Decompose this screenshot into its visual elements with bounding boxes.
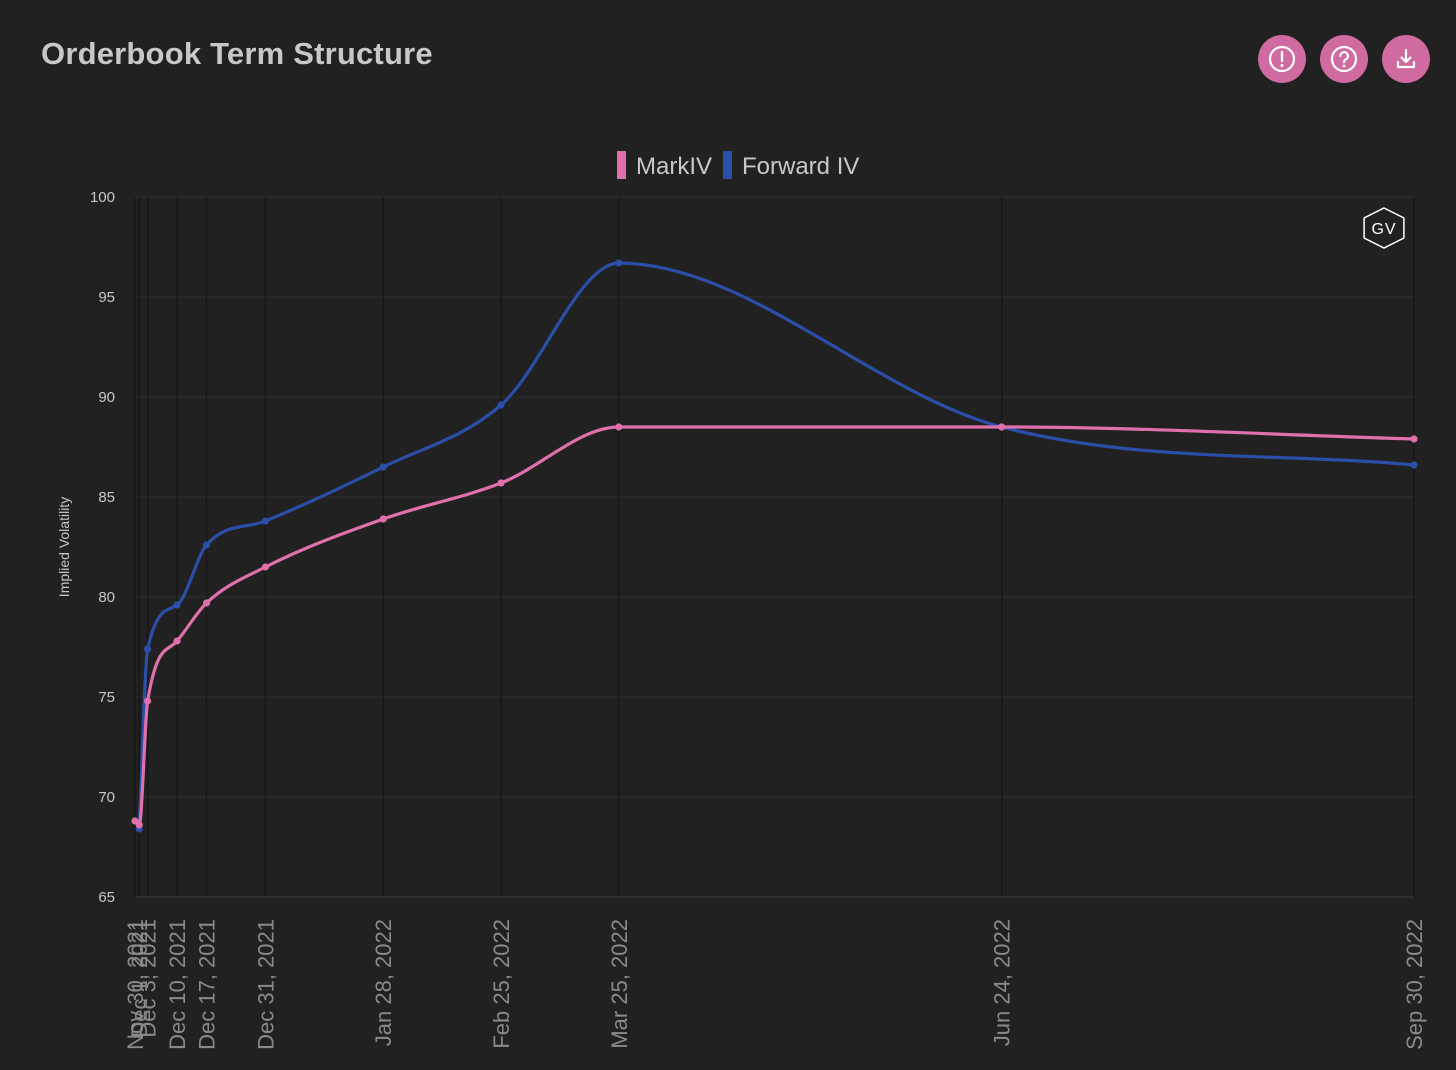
toolbar	[1258, 35, 1430, 83]
data-point-markiv[interactable]	[998, 423, 1006, 431]
download-icon	[1396, 48, 1416, 69]
data-point-markiv[interactable]	[615, 423, 623, 431]
y-tick-label: 90	[98, 389, 115, 406]
x-tick-label: Dec 1, 2021	[127, 919, 152, 1038]
alert-circle-icon	[1268, 45, 1296, 73]
help-circle-icon	[1330, 45, 1358, 73]
data-point-forward-iv[interactable]	[202, 541, 211, 549]
data-point-markiv[interactable]	[1410, 435, 1418, 443]
series-line-forward-iv	[137, 261, 1415, 830]
data-point-forward-iv[interactable]	[1410, 461, 1418, 469]
legend-swatch	[723, 151, 732, 179]
info-button[interactable]	[1258, 35, 1306, 83]
grid	[134, 196, 1415, 898]
legend-label[interactable]: Forward IV	[742, 153, 859, 180]
x-tick-label: Sep 30, 2022	[1402, 919, 1427, 1050]
y-tick-label: 85	[98, 489, 115, 506]
data-point-markiv[interactable]	[135, 821, 143, 829]
help-button[interactable]	[1320, 35, 1368, 83]
x-tick-label: Dec 17, 2021	[195, 919, 220, 1050]
y-tick-label: 65	[98, 889, 115, 906]
data-point-forward-iv[interactable]	[144, 645, 152, 653]
data-point-markiv[interactable]	[497, 479, 505, 487]
data-point-markiv[interactable]	[144, 697, 152, 705]
watermark-hexagon	[1363, 207, 1405, 249]
x-tick-label: Feb 25, 2022	[489, 919, 514, 1049]
y-tick-label: 100	[90, 189, 115, 206]
y-axis-label: Implied Volatility	[56, 497, 72, 597]
y-tick-label: 80	[98, 589, 115, 606]
x-tick-label: Dec 31, 2021	[253, 919, 278, 1050]
data-point-markiv[interactable]	[202, 599, 211, 607]
legend-swatch	[617, 151, 626, 179]
y-tick-label: 95	[98, 289, 115, 306]
x-tick-label: Jun 24, 2022	[990, 919, 1015, 1046]
page-title: Orderbook Term Structure	[41, 36, 433, 71]
x-tick-label: Mar 25, 2022	[607, 919, 632, 1049]
data-point-forward-iv[interactable]	[615, 259, 623, 267]
y-tick-label: 70	[98, 789, 115, 806]
data-point-markiv[interactable]	[261, 563, 270, 571]
legend-label[interactable]: MarkIV	[636, 153, 712, 180]
watermark-text: GV	[1371, 221, 1396, 238]
series-line-markiv	[133, 425, 1415, 827]
watermark: GV	[1363, 207, 1405, 249]
y-tick-label: 75	[98, 689, 115, 706]
download-button[interactable]	[1382, 35, 1430, 83]
x-tick-label: Dec 10, 2021	[165, 919, 190, 1050]
data-point-forward-iv[interactable]	[173, 601, 181, 609]
data-point-markiv[interactable]	[173, 637, 181, 645]
data-point-forward-iv[interactable]	[379, 463, 387, 471]
x-tick-label: Nov 30, 2021	[123, 919, 148, 1050]
series	[131, 259, 1418, 833]
data-point-forward-iv[interactable]	[261, 517, 270, 525]
legend: MarkIV Forward IV	[617, 151, 859, 180]
x-tick-label: Jan 28, 2022	[371, 919, 396, 1046]
x-tick-label: Dec 3, 2021	[136, 919, 161, 1038]
data-point-forward-iv[interactable]	[497, 401, 505, 409]
data-point-markiv[interactable]	[379, 515, 387, 523]
